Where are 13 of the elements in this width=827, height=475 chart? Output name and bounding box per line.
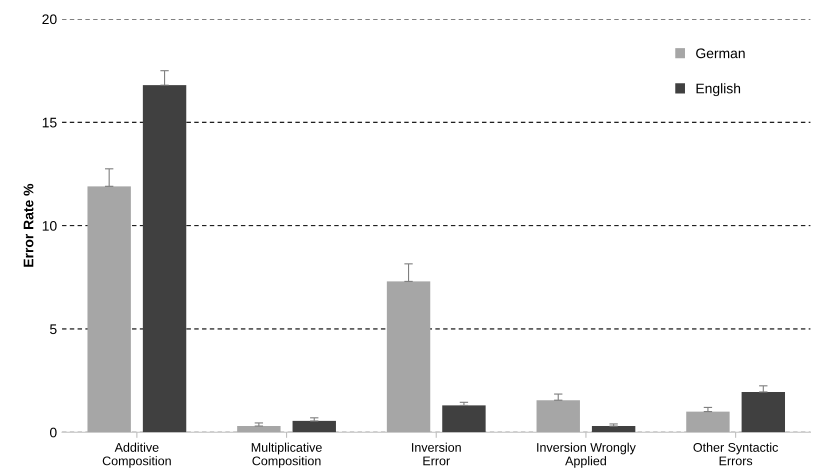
y-tick-label: 20	[42, 14, 57, 24]
y-tick-label: 5	[50, 324, 57, 334]
y-tick-label: 10	[42, 220, 57, 231]
y-tick-label: 15	[42, 118, 57, 128]
x-tick-label: Additive Composition	[102, 442, 171, 468]
x-tick-label: Inversion Error	[412, 442, 461, 466]
y-tick-label: 0	[50, 428, 57, 438]
legend-label: English	[696, 83, 740, 96]
x-tick-label: Inversion Wrongly Applied	[537, 442, 636, 468]
x-tick-label: Other Syntactic Errors	[693, 442, 778, 466]
y-axis-title: Error Rate %	[24, 184, 34, 267]
x-tick-label: Multiplicative Composition	[252, 442, 322, 468]
legend-label: German	[696, 48, 745, 58]
